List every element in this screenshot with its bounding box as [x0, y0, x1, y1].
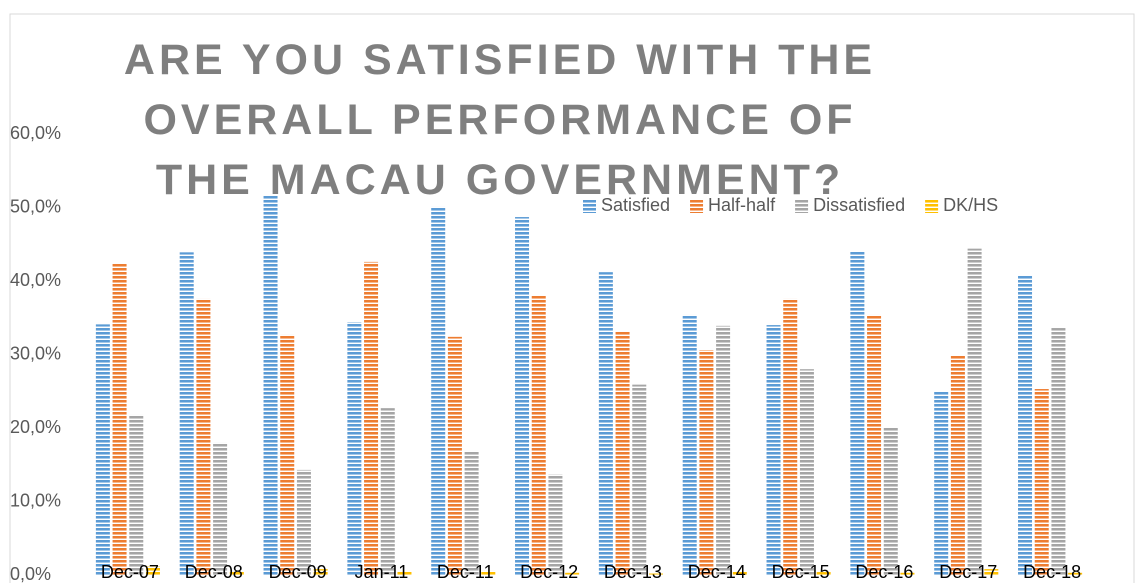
bar — [850, 250, 865, 576]
bar — [699, 350, 714, 575]
bar — [481, 570, 496, 575]
bar — [615, 331, 630, 575]
bar — [934, 391, 949, 575]
x-tick-label: Dec-18 — [1023, 562, 1081, 582]
bar — [263, 195, 278, 575]
bar — [716, 325, 731, 575]
bar — [447, 336, 462, 575]
legend-label: Satisfied — [601, 195, 670, 215]
bar — [632, 384, 647, 575]
bar — [900, 572, 915, 575]
bar — [783, 298, 798, 575]
bar — [950, 355, 965, 575]
x-tick-label: Dec-14 — [688, 562, 746, 582]
bar — [883, 428, 898, 575]
bar — [648, 573, 663, 575]
bar — [682, 314, 697, 575]
bar — [1034, 389, 1049, 575]
bar — [799, 369, 814, 575]
bar — [565, 572, 580, 575]
bar — [1018, 275, 1033, 575]
bar — [816, 572, 831, 575]
bar — [397, 571, 412, 575]
legend-label: DK/HS — [943, 195, 998, 215]
bar — [732, 571, 747, 575]
bar — [213, 442, 228, 575]
bar — [112, 263, 127, 575]
bar — [229, 571, 244, 575]
bar — [196, 298, 211, 575]
bar — [766, 325, 781, 575]
y-tick-label: 30,0% — [10, 343, 61, 363]
x-tick-label: Dec-08 — [185, 562, 243, 582]
bar — [145, 566, 160, 575]
bar — [296, 469, 311, 575]
legend-swatch — [925, 200, 939, 213]
legend-swatch — [795, 200, 809, 213]
x-tick-label: Dec-17 — [939, 562, 997, 582]
bar — [1051, 328, 1066, 575]
x-tick-label: Dec-11 — [437, 562, 494, 582]
bar — [867, 314, 882, 575]
x-tick-label: Dec-13 — [604, 562, 662, 582]
y-tick-label: 0,0% — [10, 564, 51, 583]
chart-border — [9, 13, 1135, 583]
y-tick-label: 60,0% — [10, 123, 61, 143]
bar — [179, 252, 194, 575]
bar — [1068, 572, 1083, 575]
legend-swatch — [583, 200, 596, 213]
y-tick-label: 20,0% — [10, 417, 61, 437]
bar — [431, 206, 446, 575]
legend-label: Dissatisfied — [813, 195, 905, 215]
bar — [280, 334, 295, 575]
bar — [531, 295, 546, 575]
legend-swatch — [690, 200, 704, 213]
bar — [364, 261, 379, 575]
x-tick-label: Dec-09 — [269, 562, 327, 582]
bar — [347, 322, 362, 575]
x-tick-label: Dec-15 — [772, 562, 830, 582]
y-tick-label: 40,0% — [10, 270, 61, 290]
bar — [129, 414, 144, 575]
bar — [464, 450, 479, 575]
bar — [548, 474, 563, 575]
legend-label: Half-half — [708, 195, 776, 215]
y-tick-label: 50,0% — [10, 196, 61, 216]
bar — [598, 272, 613, 575]
bar — [967, 248, 982, 575]
bar — [380, 408, 395, 575]
bar — [984, 569, 999, 575]
x-tick-label: Dec-12 — [520, 562, 578, 582]
chart-title: ARE YOU SATISFIED WITH THE OVERALL PERFO… — [123, 36, 877, 204]
x-tick-label: Jan-11 — [355, 562, 409, 582]
bar — [313, 569, 328, 575]
y-tick-label: 10,0% — [10, 490, 61, 510]
bar — [515, 217, 530, 575]
x-tick-label: Dec-16 — [855, 562, 913, 582]
bar — [95, 324, 110, 575]
x-tick-label: Dec-07 — [101, 562, 159, 582]
